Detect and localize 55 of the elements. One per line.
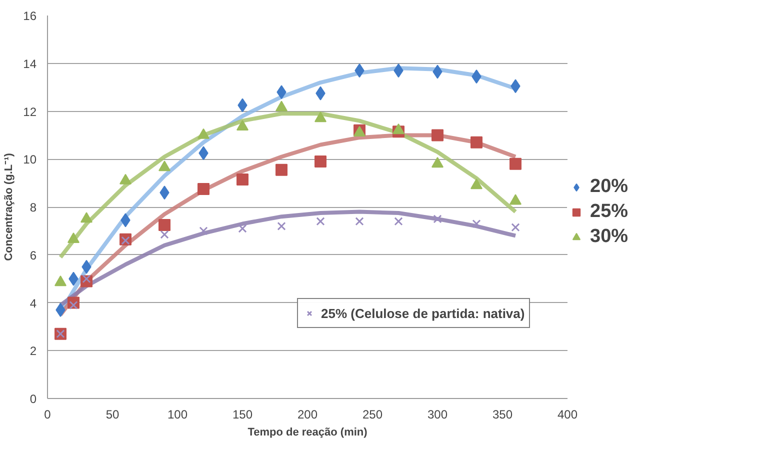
point xyxy=(198,183,210,196)
point xyxy=(470,178,482,190)
point xyxy=(158,218,170,231)
y-tick-label: 16 xyxy=(23,9,37,23)
x-tick-label: 250 xyxy=(362,408,383,422)
legend-label: 20% xyxy=(590,176,628,198)
y-tick-label: 0 xyxy=(30,392,37,406)
point xyxy=(236,120,248,130)
point xyxy=(470,136,482,148)
y-tick-label: 10 xyxy=(23,152,37,167)
legend-label: 25% xyxy=(590,201,628,223)
y-tick-label: 14 xyxy=(23,56,37,71)
point xyxy=(511,223,520,232)
point xyxy=(276,164,288,176)
y-tick-label: 8 xyxy=(30,200,37,214)
point xyxy=(238,224,247,233)
point xyxy=(236,173,248,186)
y-tick-label: 12 xyxy=(23,104,37,119)
point xyxy=(432,157,444,168)
point xyxy=(54,276,66,286)
legend-label: 25% (Celulose de partida: nativa) xyxy=(321,306,525,320)
point xyxy=(314,112,326,122)
point xyxy=(432,129,444,142)
point xyxy=(392,124,404,134)
point xyxy=(198,128,210,139)
line-series xyxy=(58,112,518,260)
x-tick-label: 50 xyxy=(106,408,120,422)
point xyxy=(199,226,208,236)
x-tick-label: 400 xyxy=(557,408,578,422)
x-tick-label: 100 xyxy=(167,408,188,422)
point xyxy=(510,158,522,170)
point xyxy=(277,222,286,230)
point xyxy=(316,217,325,226)
x-axis-title: Tempo de reação (min) xyxy=(248,426,368,438)
point xyxy=(510,194,522,205)
y-axis-title: Concentração (g.L⁻¹) xyxy=(3,152,16,261)
x-tick-label: 150 xyxy=(232,408,253,422)
x-tick-label: 350 xyxy=(492,408,513,422)
x-tick-label: 300 xyxy=(427,408,448,422)
point xyxy=(472,219,481,228)
y-tick-label: 2 xyxy=(30,344,37,358)
point xyxy=(394,217,403,226)
point xyxy=(355,217,364,226)
point xyxy=(158,160,170,172)
legend-label: 30% xyxy=(590,226,628,248)
x-tick-label: 0 xyxy=(44,408,52,422)
point xyxy=(433,214,442,224)
point xyxy=(160,230,169,239)
point xyxy=(276,100,288,112)
point xyxy=(120,174,132,184)
point xyxy=(314,156,326,168)
y-tick-label: 4 xyxy=(30,296,37,310)
point xyxy=(80,212,92,223)
x-tick-label: 200 xyxy=(297,408,318,422)
y-tick-label: 6 xyxy=(30,248,37,262)
